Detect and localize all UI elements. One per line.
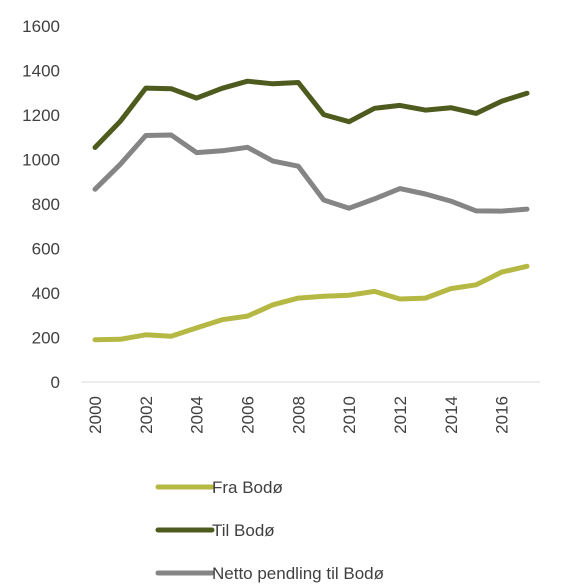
y-tick-label: 400 — [32, 284, 60, 303]
legend-label: Fra Bodø — [212, 478, 283, 497]
y-tick-label: 0 — [51, 373, 60, 392]
legend-label: Til Bodø — [212, 521, 275, 540]
legend: Fra Bodø Til Bodø Netto pendling til Bodø — [155, 478, 384, 583]
y-tick-label: 1600 — [22, 17, 60, 36]
legend-label: Netto pendling til Bodø — [212, 564, 384, 583]
x-tick-label: 2006 — [238, 396, 257, 434]
x-tick-label: 2012 — [391, 396, 410, 434]
y-tick-label: 600 — [32, 240, 60, 259]
y-tick-label: 1200 — [22, 106, 60, 125]
x-tick-label: 2014 — [442, 396, 461, 434]
x-tick-label: 2000 — [86, 396, 105, 434]
x-axis-tick-labels: 2000 2002 2004 2006 2008 2010 2012 2014 2016 — [86, 396, 512, 434]
series-lines — [92, 78, 530, 343]
y-tick-label: 1400 — [22, 62, 60, 81]
x-tick-label: 2002 — [137, 396, 156, 434]
series-line-1 — [92, 263, 530, 343]
x-tick-label: 2010 — [340, 396, 359, 434]
y-axis-tick-labels: 0 200 400 600 800 1000 1200 1400 1600 — [22, 17, 60, 392]
y-tick-label: 1000 — [22, 151, 60, 170]
series-line-3 — [92, 132, 530, 214]
y-tick-label: 200 — [32, 329, 60, 348]
series-line-2 — [92, 78, 530, 150]
x-tick-label: 2016 — [493, 396, 512, 434]
y-tick-label: 800 — [32, 195, 60, 214]
x-tick-label: 2004 — [188, 396, 207, 434]
x-tick-label: 2008 — [289, 396, 308, 434]
